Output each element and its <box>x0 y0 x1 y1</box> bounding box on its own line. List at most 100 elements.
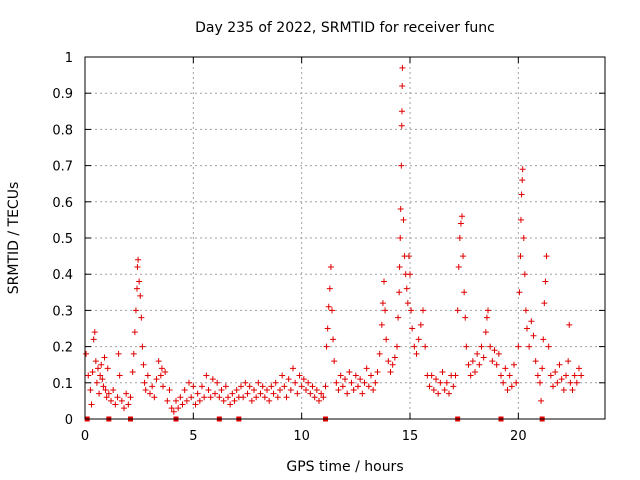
data-point <box>426 383 433 390</box>
data-point <box>394 343 400 350</box>
data-point <box>526 343 533 350</box>
data-point <box>138 314 145 321</box>
data-point <box>537 379 543 386</box>
data-point <box>378 321 385 328</box>
data-point <box>326 285 333 292</box>
data-point <box>101 354 108 361</box>
data-point <box>140 361 147 368</box>
data-point <box>554 379 561 386</box>
data-point <box>233 387 240 394</box>
data-point <box>399 64 406 71</box>
data-point <box>516 289 523 296</box>
data-point <box>181 387 188 394</box>
y-tick-label: 0.1 <box>52 377 73 392</box>
data-point <box>151 394 158 401</box>
y-tick-label: 1 <box>65 51 73 66</box>
data-point <box>137 292 144 299</box>
data-point <box>183 397 190 404</box>
data-point <box>164 397 171 404</box>
data-point <box>142 387 149 394</box>
data-point <box>441 387 448 394</box>
data-point <box>141 379 148 386</box>
data-point <box>103 394 110 401</box>
data-point <box>155 358 162 365</box>
data-point <box>108 397 114 404</box>
data-point <box>104 365 111 372</box>
data-point <box>547 372 554 379</box>
data-point <box>560 387 567 394</box>
data-point <box>342 376 348 383</box>
data-point <box>134 263 141 270</box>
data-point <box>415 336 422 343</box>
data-point <box>498 372 504 379</box>
data-point <box>179 401 186 408</box>
data-point <box>428 372 435 379</box>
data-point <box>290 365 296 372</box>
data-point <box>566 321 573 328</box>
data-point <box>542 278 549 285</box>
data-point <box>287 387 294 394</box>
y-tick-label: 0.7 <box>52 160 73 175</box>
data-point <box>313 387 320 394</box>
data-point <box>261 394 268 401</box>
data-point <box>467 372 474 379</box>
data-point <box>403 285 410 292</box>
data-point <box>222 383 229 390</box>
data-point <box>131 329 138 336</box>
data-point <box>474 350 481 357</box>
data-point <box>330 336 337 343</box>
data-point <box>422 343 429 350</box>
data-point <box>571 372 578 379</box>
x-tick-label: 0 <box>81 429 89 444</box>
data-point <box>460 253 467 260</box>
data-point <box>238 383 244 390</box>
data-point <box>298 383 305 390</box>
data-point <box>513 379 520 386</box>
data-point <box>462 314 469 321</box>
data-point <box>170 408 177 415</box>
data-point <box>116 372 123 379</box>
data-point <box>558 376 565 383</box>
data-point <box>99 376 106 383</box>
data-point <box>177 394 184 401</box>
data-point <box>95 365 101 372</box>
y-tick-labels: 0 0.1 0.2 0.3 0.4 0.5 0.6 0.7 0.8 0.9 1 <box>52 51 73 428</box>
x-tick-label: 10 <box>293 429 310 444</box>
data-point <box>186 379 192 386</box>
data-point <box>383 336 390 343</box>
data-point <box>324 325 331 332</box>
data-point <box>493 361 500 368</box>
data-point <box>259 383 266 390</box>
data-point <box>268 383 275 390</box>
data-point <box>322 383 329 390</box>
data-point <box>207 394 214 401</box>
data-point <box>399 82 406 89</box>
data-point <box>478 343 485 350</box>
data-point <box>300 376 307 383</box>
data-point <box>391 354 398 361</box>
data-point <box>311 394 318 401</box>
data-point <box>397 235 404 241</box>
x-tick-label: 15 <box>402 429 419 444</box>
data-point <box>541 300 548 307</box>
data-point <box>274 394 281 401</box>
data-point <box>227 401 234 408</box>
data-point <box>339 383 346 390</box>
data-point <box>329 307 335 314</box>
data-point <box>350 387 357 394</box>
data-point <box>463 343 470 350</box>
data-point <box>333 379 340 386</box>
data-point <box>563 372 569 379</box>
data-point <box>454 307 461 314</box>
data-point <box>199 383 205 390</box>
data-point <box>216 394 223 401</box>
data-point <box>114 394 121 401</box>
data-point <box>307 390 314 397</box>
data-point <box>93 379 100 386</box>
data-point <box>309 383 316 390</box>
data-point <box>396 289 403 296</box>
data-point <box>100 383 107 390</box>
data-point <box>147 390 153 397</box>
data-point <box>281 383 288 390</box>
data-point <box>491 347 498 354</box>
